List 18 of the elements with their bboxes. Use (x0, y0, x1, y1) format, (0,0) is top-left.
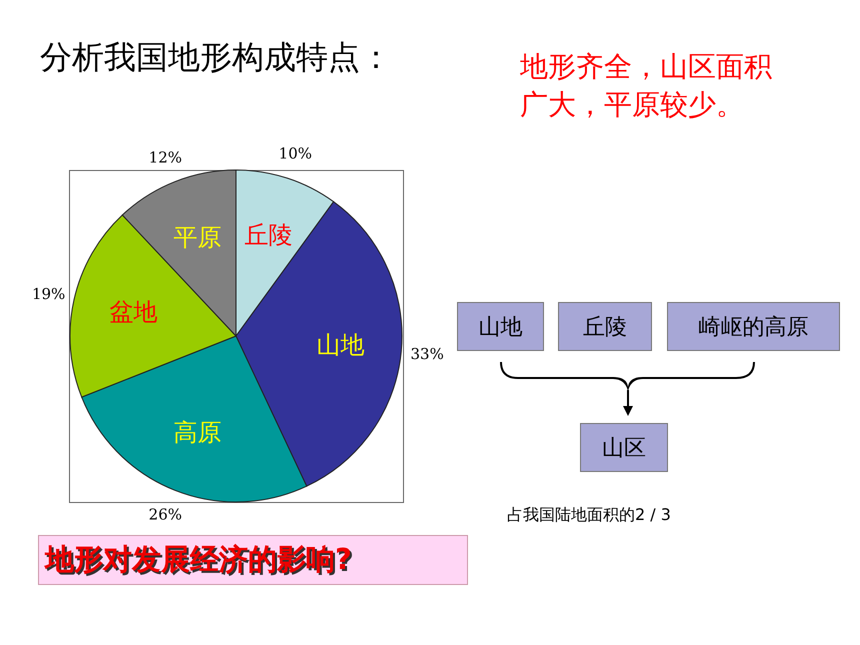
data-label: 10% (278, 144, 312, 162)
text: 地形齐全，山区面积广大，平原较少。 (520, 49, 773, 123)
chart-title: 分析我国地形构成特点： (40, 37, 392, 78)
data-label: 33% (410, 345, 444, 364)
text: 山地 (457, 302, 544, 351)
text: 地形对发展经济的影响? (38, 535, 468, 585)
data-label: 19% (32, 285, 66, 304)
text: 占我国陆地面积的2 / 3 (507, 505, 671, 526)
slice-label: 盆地 (110, 298, 158, 326)
text: 山区 (580, 423, 668, 472)
data-label: 12% (148, 148, 182, 166)
slice-label: 丘陵 (244, 221, 292, 250)
text: 丘陵 (558, 302, 652, 351)
slice-label: 平原 (173, 223, 222, 252)
data-label: 26% (148, 506, 182, 524)
slice-label: 高原 (173, 418, 222, 447)
slice-label: 山地 (316, 330, 365, 359)
text: 崎岖的高原 (667, 302, 840, 351)
